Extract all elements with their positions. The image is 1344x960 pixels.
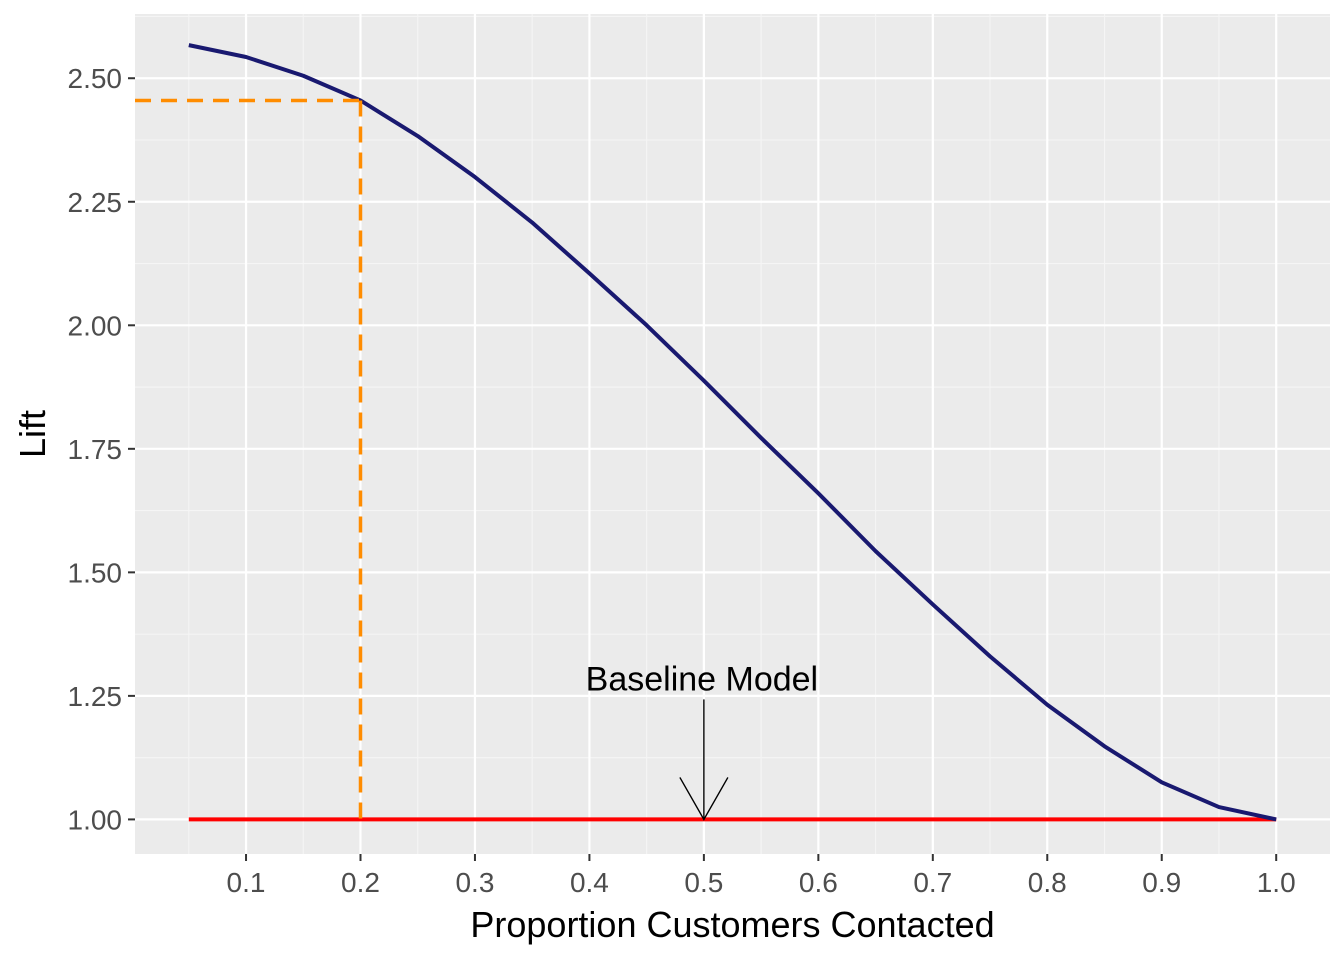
y-tick-label: 1.75	[68, 434, 123, 465]
reference-lines	[135, 98, 363, 820]
x-tick-label: 0.4	[570, 867, 609, 898]
x-axis-title: Proportion Customers Contacted	[470, 904, 994, 945]
x-tick-label: 0.6	[799, 867, 838, 898]
lift-curve	[188, 43, 1277, 822]
x-tick-label: 0.9	[1142, 867, 1181, 898]
baseline-model-label: Baseline Model	[586, 660, 818, 698]
x-tick-label: 0.7	[913, 867, 952, 898]
y-tick-label: 1.00	[68, 804, 123, 835]
plot-panel	[135, 14, 1330, 854]
axis-ticks: 0.1 0.2 0.3 0.4 0.5 0.6 0.7 0.8 0.9 1.0 1.00 1.25 1.…	[68, 63, 1296, 898]
x-tick-label: 0.2	[341, 867, 380, 898]
y-tick-label: 2.25	[68, 187, 123, 218]
y-tick-label: 1.25	[68, 681, 123, 712]
x-tick-label: 0.1	[227, 867, 266, 898]
y-tick-label: 2.00	[68, 310, 123, 341]
x-tick-label: 0.3	[455, 867, 494, 898]
x-tick-label: 0.8	[1028, 867, 1067, 898]
x-tick-label: 1.0	[1257, 867, 1296, 898]
minor-gridlines	[135, 14, 1330, 854]
series-layer	[188, 43, 1277, 822]
y-axis-title: Lift	[12, 410, 53, 458]
annotations: Baseline Model	[586, 660, 818, 821]
annotation-arrow-head	[679, 777, 729, 821]
x-tick-label: 0.5	[684, 867, 723, 898]
y-tick-label: 2.50	[68, 63, 123, 94]
y-tick-label: 1.50	[68, 557, 123, 588]
